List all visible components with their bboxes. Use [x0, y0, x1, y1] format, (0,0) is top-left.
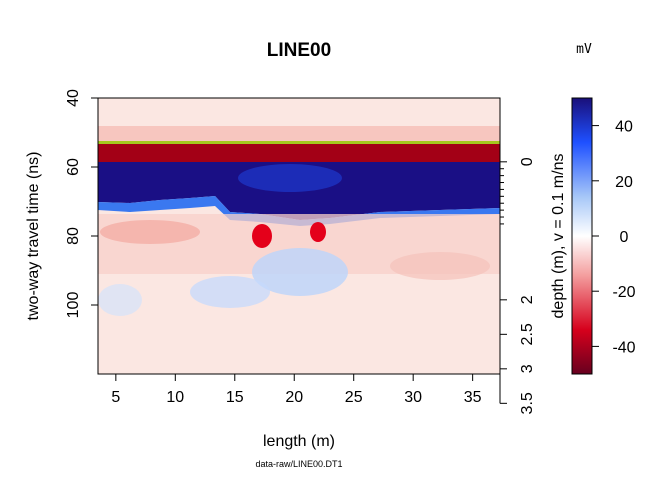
x-tick-label: 20 — [285, 389, 303, 406]
colorbar-tick-label: 20 — [615, 174, 633, 191]
depth-axis-title: depth (m), v = 0.1 m/ns — [550, 154, 567, 319]
ground-wave-edge — [98, 196, 500, 226]
chart-title: LINE00 — [267, 40, 331, 61]
depth-tick-label: 3 — [519, 364, 536, 373]
reflection-lobe — [100, 220, 200, 244]
depth-tick-label: 2 — [519, 295, 536, 304]
x-axis: 5 10 15 20 25 30 35 — [111, 373, 482, 406]
colorbar — [571, 97, 593, 375]
x-tick-label: 10 — [166, 389, 184, 406]
colorbar-tick-label: -20 — [612, 284, 635, 301]
colorbar-unit: mV — [576, 42, 592, 57]
shallow-anomaly-core — [238, 164, 342, 192]
y-tick-label: 60 — [65, 158, 82, 176]
deep-positive-anomaly-1 — [252, 248, 348, 296]
x-tick-label: 5 — [111, 389, 120, 406]
depth-tick-label: 2.5 — [519, 323, 536, 345]
x-tick-label: 35 — [464, 389, 482, 406]
depth-tick-label: 0 — [519, 157, 536, 166]
x-tick-label: 15 — [226, 389, 244, 406]
y-tick-label: 80 — [65, 227, 82, 245]
y-tick-label: 100 — [65, 292, 82, 319]
radargram-image — [98, 98, 500, 374]
negative-anomaly-left — [252, 224, 272, 248]
direct-wave-highlight — [98, 141, 500, 144]
depth-axis: 0 2 2.5 3 3.5 — [499, 157, 536, 414]
direct-wave-negative-band — [98, 144, 500, 162]
colorbar-tick-label: 0 — [620, 229, 629, 246]
deep-negative-anomaly — [390, 252, 490, 280]
x-tick-label: 25 — [345, 389, 363, 406]
colorbar-tick-label: 40 — [615, 119, 633, 136]
deep-positive-anomaly-3 — [98, 284, 142, 316]
negative-anomaly-right — [310, 222, 326, 242]
y-tick-label: 40 — [65, 89, 82, 107]
x-tick-label: 30 — [404, 389, 422, 406]
x-axis-title: length (m) — [263, 433, 335, 450]
colorbar-tick-label: -40 — [612, 339, 635, 356]
source-caption: data-raw/LINE00.DT1 — [255, 459, 342, 469]
colorbar-axis: 40 20 0 -20 -40 — [592, 119, 636, 356]
y-axis-title: two-way travel time (ns) — [25, 152, 42, 321]
deep-positive-anomaly-2 — [190, 276, 270, 308]
air-wave-band — [98, 126, 500, 142]
y-axis: 40 60 80 100 — [65, 89, 99, 319]
depth-tick-label: 3.5 — [519, 392, 536, 414]
